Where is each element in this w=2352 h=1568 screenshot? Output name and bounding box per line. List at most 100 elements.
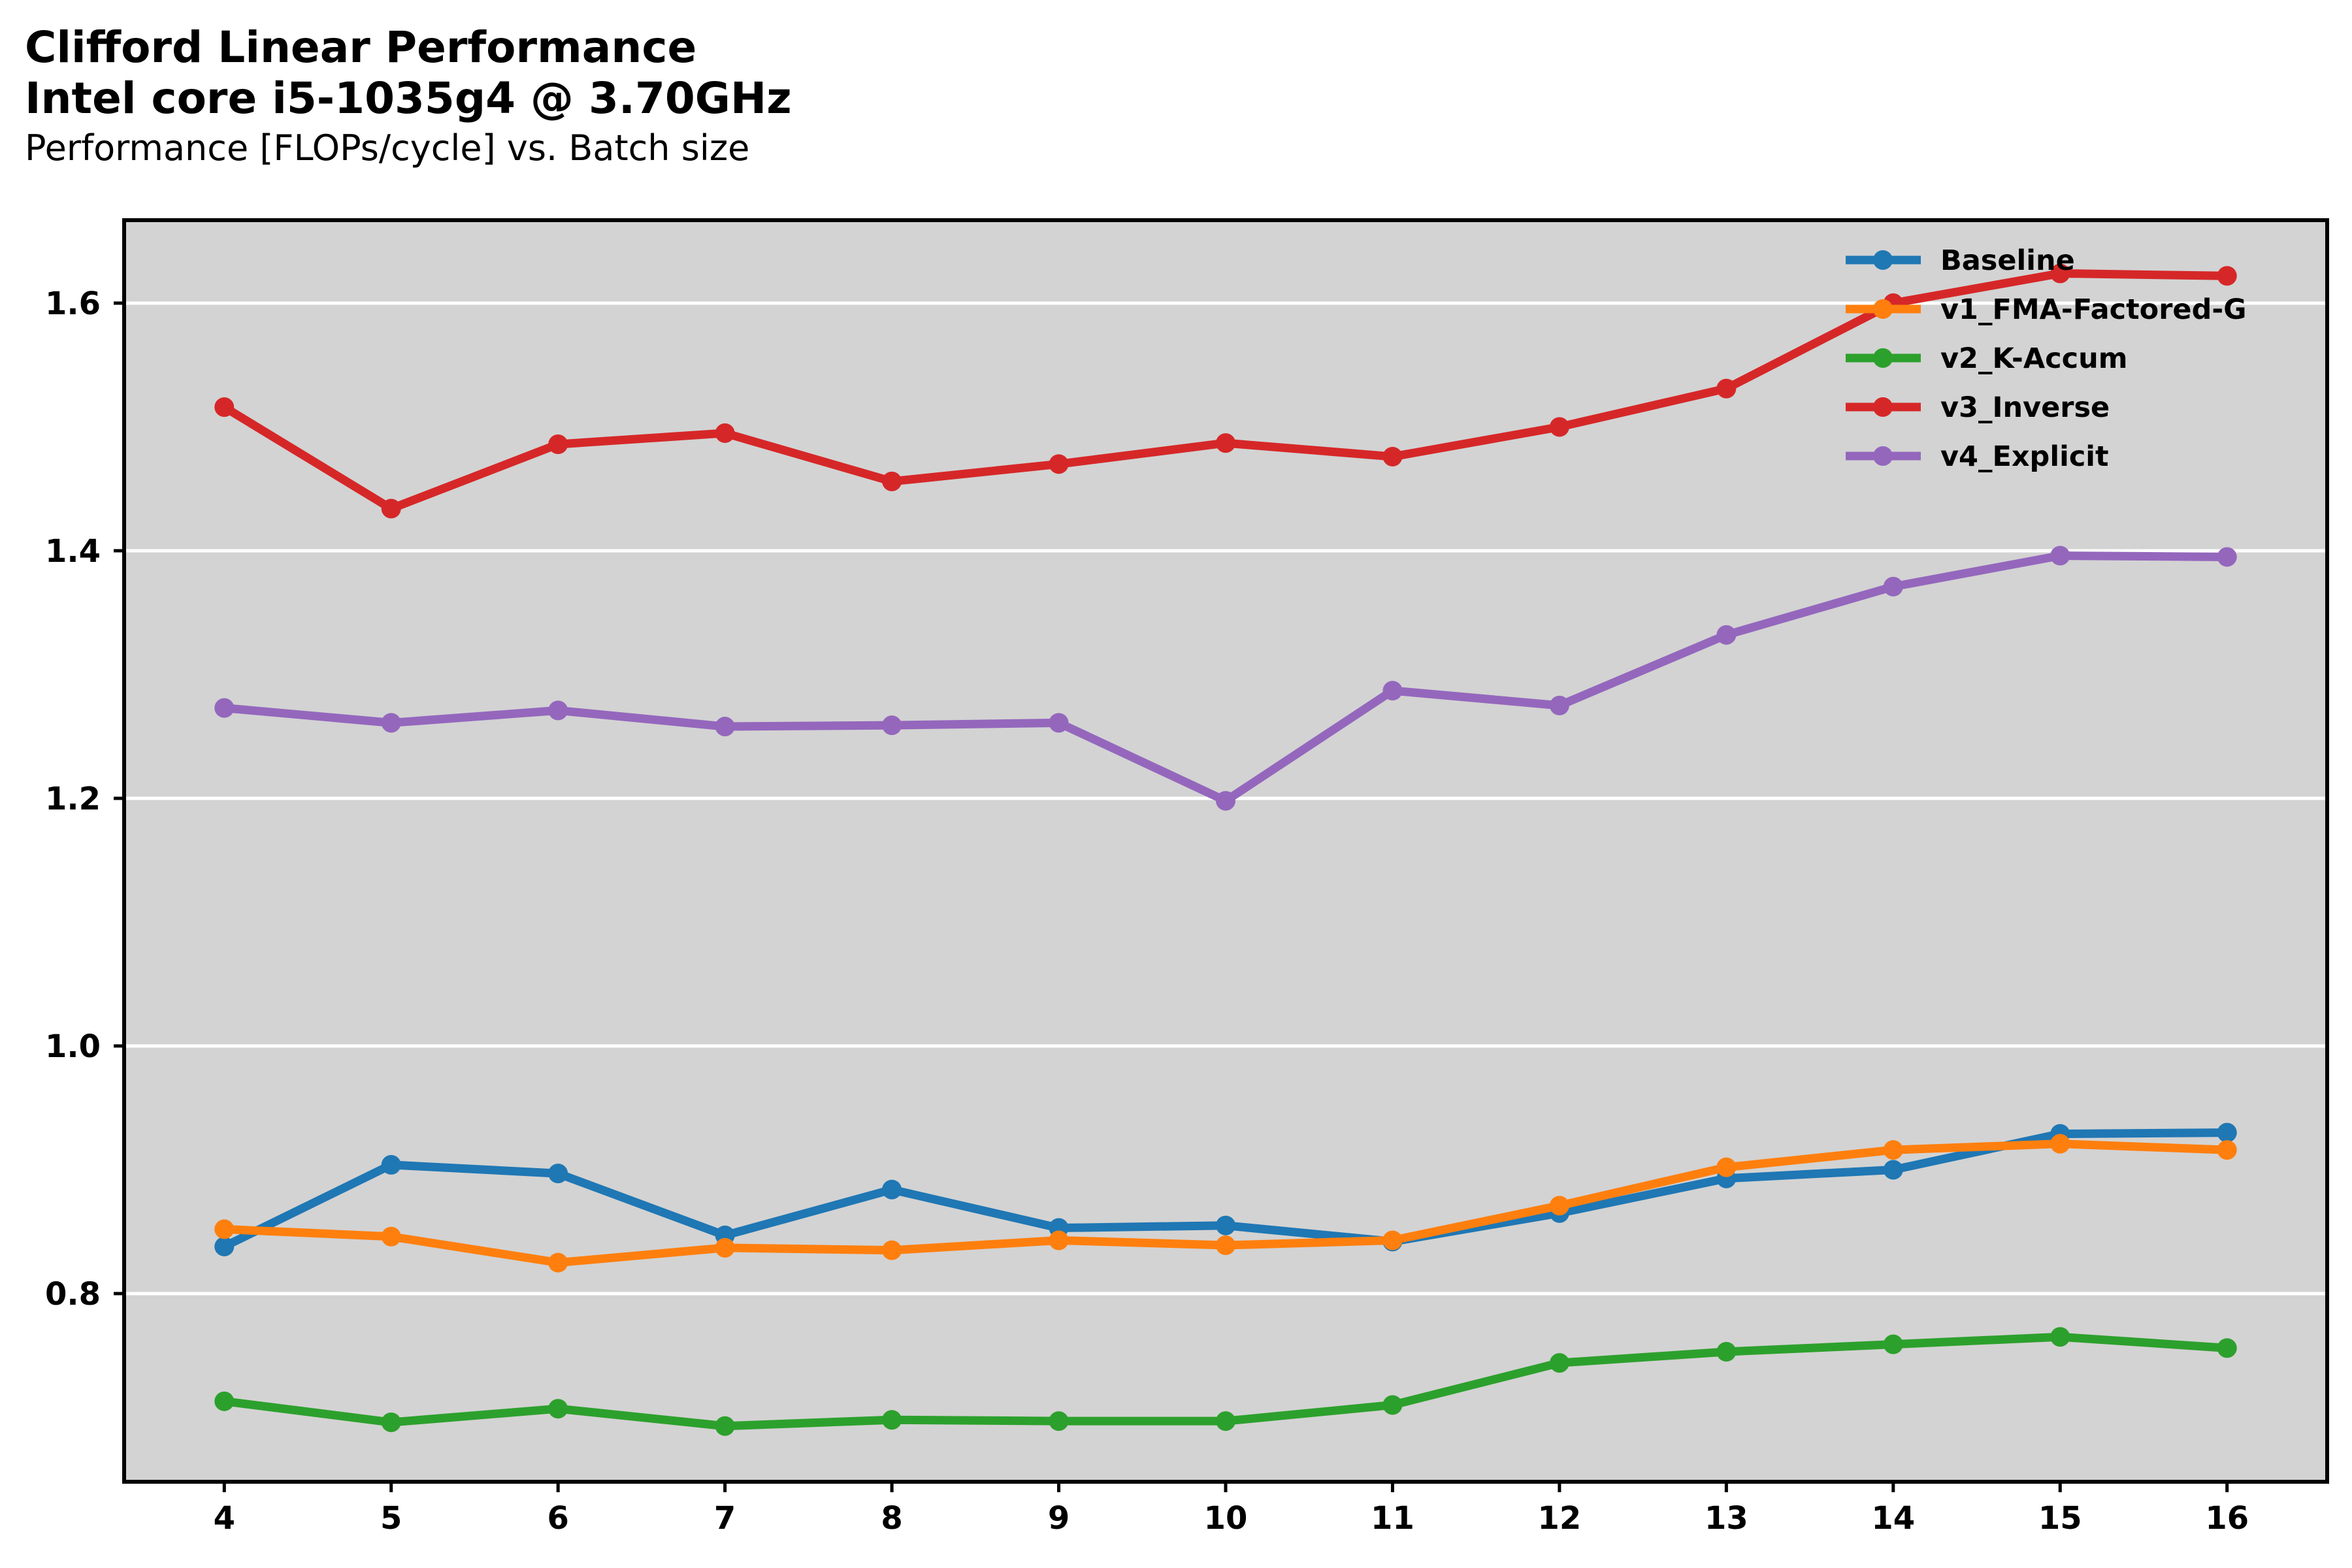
y-tick-label: 1.6: [45, 286, 101, 322]
data-point: [214, 397, 235, 417]
data-point: [1883, 1160, 1903, 1180]
data-point: [882, 1179, 902, 1200]
y-tick-label: 1.4: [45, 533, 101, 570]
data-point: [2050, 1134, 2070, 1154]
data-point: [1382, 1230, 1403, 1250]
data-point: [1883, 576, 1903, 596]
data-point: [1216, 1235, 1235, 1256]
data-point: [1216, 1411, 1235, 1431]
legend-swatch-marker: [1873, 299, 1893, 319]
data-point: [1382, 681, 1403, 701]
x-tick-label: 16: [2205, 1500, 2249, 1537]
data-point: [882, 1240, 902, 1260]
data-point: [548, 1252, 568, 1273]
data-point: [214, 698, 235, 718]
data-point: [1549, 417, 1569, 437]
data-point: [1883, 1334, 1903, 1354]
data-point: [1549, 695, 1569, 715]
data-point: [548, 700, 568, 721]
data-point: [882, 1410, 902, 1430]
data-point: [381, 1226, 401, 1247]
data-point: [1216, 791, 1235, 811]
legend-item: v4_Explicit: [1846, 440, 2109, 473]
data-point: [2050, 546, 2070, 566]
data-point: [715, 1416, 735, 1436]
data-point: [2050, 263, 2070, 284]
chart-title: Clifford Linear Performance: [25, 22, 697, 73]
data-point: [548, 434, 568, 454]
data-point: [715, 423, 735, 443]
data-point: [1549, 1353, 1569, 1373]
data-point: [1382, 446, 1403, 466]
data-point: [2217, 1122, 2237, 1143]
x-tick-label: 9: [1048, 1500, 1070, 1537]
series-v2-k-accum: [214, 1327, 2237, 1436]
x-tick-label: 11: [1371, 1500, 1414, 1537]
data-point: [2217, 1140, 2237, 1160]
legend-item: v3_Inverse: [1846, 391, 2110, 424]
series-v1-fma-factored-g: [214, 1134, 2237, 1273]
x-tick-label: 8: [881, 1500, 902, 1537]
x-tick-label: 14: [1871, 1500, 1915, 1537]
data-point: [882, 715, 902, 736]
series-v4-explicit: [214, 546, 2237, 811]
legend: Baseline v1_FMA-Factored-G v2_K-Accum v3_In…: [1846, 244, 2247, 473]
data-point: [214, 1236, 235, 1256]
x-tick-label: 10: [1204, 1500, 1248, 1537]
data-point: [882, 471, 902, 491]
data-point: [214, 1391, 235, 1411]
legend-item: v2_K-Accum: [1846, 342, 2128, 375]
data-point: [1382, 1395, 1403, 1415]
data-point: [1216, 1215, 1235, 1235]
legend-label: v1_FMA-Factored-G: [1940, 293, 2247, 326]
y-axis: 0.8 1.0 1.2 1.4 1.6: [45, 286, 124, 1313]
grid-lines: [124, 301, 2327, 1296]
y-tick-label: 1.2: [45, 781, 101, 817]
data-point: [1716, 1157, 1737, 1177]
x-axis: 4 5 6 7 8 9 10 11 12 13 14 15 16: [214, 1482, 2249, 1537]
data-point: [1049, 1411, 1069, 1431]
data-point: [1216, 433, 1235, 453]
data-point: [381, 713, 401, 733]
data-point: [2217, 1338, 2237, 1358]
data-point: [1049, 454, 1069, 474]
data-point: [2050, 1327, 2070, 1347]
legend-label: Baseline: [1940, 244, 2075, 277]
data-point: [1049, 1230, 1069, 1250]
data-point: [381, 498, 401, 519]
x-tick-label: 6: [547, 1500, 568, 1537]
data-point: [381, 1413, 401, 1433]
series-group: [214, 263, 2237, 1436]
data-point: [715, 1237, 735, 1258]
plot-area: [124, 220, 2327, 1482]
data-point: [214, 1219, 235, 1239]
y-tick-label: 1.0: [45, 1028, 101, 1065]
legend-swatch-marker: [1873, 397, 1893, 417]
legend-label: v4_Explicit: [1940, 440, 2109, 473]
data-point: [1716, 625, 1737, 645]
chart-subtitle: Performance [FLOPs/cycle] vs. Batch size: [25, 127, 750, 169]
data-point: [1883, 1140, 1903, 1160]
data-point: [715, 717, 735, 737]
x-tick-label: 15: [2038, 1500, 2082, 1537]
data-point: [381, 1154, 401, 1175]
data-point: [1716, 378, 1737, 399]
series-v3-inverse: [214, 263, 2237, 519]
data-point: [1549, 1196, 1569, 1216]
data-point: [1716, 1342, 1737, 1362]
x-tick-label: 4: [214, 1500, 235, 1537]
chart-titles: Clifford Linear Performance Intel core i…: [25, 22, 792, 171]
legend-label: v2_K-Accum: [1940, 342, 2128, 375]
data-point: [2217, 547, 2237, 567]
data-point: [1049, 713, 1069, 733]
x-tick-label: 7: [714, 1500, 736, 1537]
legend-item: Baseline: [1846, 244, 2075, 277]
legend-swatch-marker: [1873, 446, 1893, 466]
legend-swatch-marker: [1873, 348, 1893, 368]
y-tick-label: 0.8: [45, 1276, 101, 1313]
data-point: [548, 1399, 568, 1419]
legend-label: v3_Inverse: [1940, 391, 2110, 424]
data-point: [2217, 266, 2237, 286]
x-tick-label: 5: [380, 1500, 402, 1537]
